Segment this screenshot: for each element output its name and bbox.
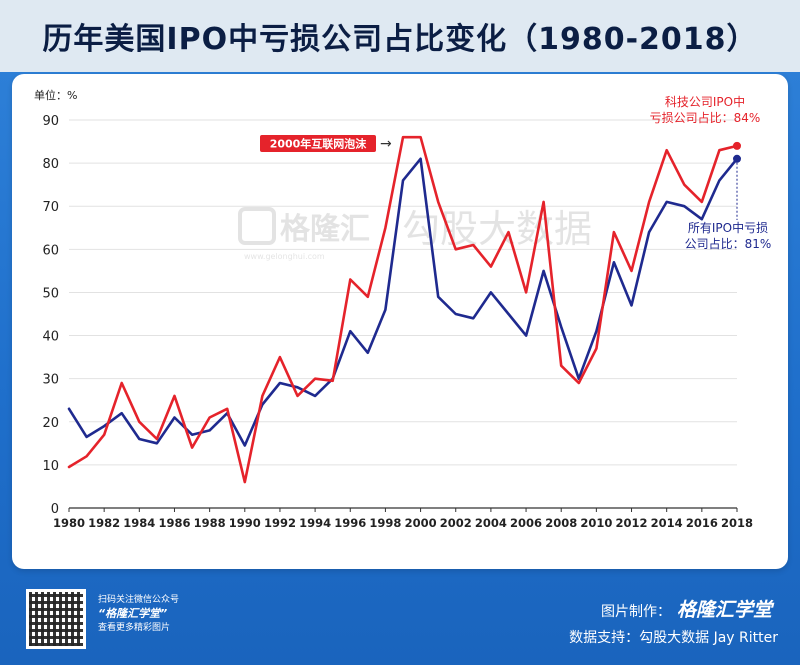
x-tick-label: 2006 [510,516,542,530]
y-tick-label: 50 [42,286,59,301]
qr-line1: 扫码关注微信公众号 [98,595,180,605]
y-tick-label: 40 [42,330,59,345]
x-tick-label: 1996 [334,516,366,530]
watermark: 格隆汇 www.gelonghui.com 勾股大数据 [238,207,592,261]
qr-line3: 查看更多精彩图片 [98,623,171,633]
series-line-all [67,157,739,447]
x-tick-label: 1994 [299,516,331,530]
end-point-tech [733,141,741,150]
x-tick-label: 2004 [475,516,507,530]
y-tick-label: 70 [42,200,59,215]
chart-card: 格隆汇 www.gelonghui.com 勾股大数据 0 10 20 30 40 50 6… [12,74,788,569]
y-axis-label: 单位：% [34,88,77,102]
bubble-annotation-arrow: → [380,136,392,152]
credit-made-brand: 格隆汇学堂 [676,599,772,621]
x-axis: 1980 1982 1984 1986 1988 1990 1992 1994 1996 1998… [53,507,753,530]
y-tick-label: 20 [42,416,59,431]
x-tick-label: 2002 [440,516,472,530]
x-tick-label: 1982 [88,516,120,530]
x-tick-label: 2012 [616,516,648,530]
x-tick-label: 2016 [686,516,718,530]
y-axis: 0 10 20 30 40 50 60 70 80 90 [42,114,59,517]
line-chart: 格隆汇 www.gelonghui.com 勾股大数据 0 10 20 30 40 50 6… [34,88,772,530]
watermark-site: www.gelonghui.com [244,252,325,261]
x-tick-label: 1986 [158,516,190,530]
x-tick-label: 1980 [53,516,85,530]
tech-end-label-line2: 亏损公司占比：84% [650,110,761,125]
series-group [67,135,741,484]
x-tick-label: 2010 [580,516,612,530]
x-tick-label: 1998 [369,516,401,530]
grid-lines [69,119,737,466]
watermark-logo-icon [238,207,276,245]
qr-brand: “格隆汇学堂” [98,607,168,620]
x-tick-label: 2008 [545,516,577,530]
y-tick-label: 10 [42,459,59,474]
x-tick-label: 2018 [721,516,753,530]
all-end-label-line2: 公司占比：81% [685,236,772,251]
watermark-source: 勾股大数据 [402,207,592,251]
x-tick-label: 1992 [264,516,296,530]
series-line-tech [67,135,739,484]
page-title: 历年美国IPO中亏损公司占比变化（1980-2018） [42,22,758,57]
tech-end-label: 科技公司IPO中 亏损公司占比：84% [650,94,761,125]
all-end-label: 所有IPO中亏损 公司占比：81% [685,220,772,251]
footer: 扫码关注微信公众号 “格隆汇学堂” 查看更多精彩图片 图片制作： 格隆汇学堂 数据… [0,575,800,665]
x-tick-label: 2014 [651,516,683,530]
credit-made-label: 图片制作： [600,604,671,620]
qr-caption: 扫码关注微信公众号 “格隆汇学堂” 查看更多精彩图片 [98,593,179,635]
y-tick-label: 30 [42,373,59,388]
y-tick-label: 0 [51,502,59,517]
credit-made-by: 图片制作： 格隆汇学堂 [601,595,772,622]
credit-data-source: 数据支持：勾股大数据 Jay Ritter [569,630,778,646]
qr-code-pattern [29,592,83,646]
x-tick-label: 1988 [194,516,226,530]
header: 历年美国IPO中亏损公司占比变化（1980-2018） [0,0,800,72]
y-tick-label: 60 [42,243,59,258]
y-tick-label: 80 [42,157,59,172]
watermark-brand: 格隆汇 [280,212,370,247]
x-tick-label: 1984 [123,516,155,530]
tech-end-label-line1: 科技公司IPO中 [665,94,745,109]
x-tick-label: 1990 [229,516,261,530]
y-tick-label: 90 [42,114,59,129]
end-point-all [733,154,741,163]
all-end-label-line1: 所有IPO中亏损 [688,220,768,235]
bubble-annotation: 2000年互联网泡沫 → [260,135,392,152]
bubble-annotation-box [260,135,376,152]
qr-code[interactable] [26,589,86,649]
bubble-annotation-text: 2000年互联网泡沫 [270,137,368,151]
x-tick-label: 2000 [405,516,437,530]
